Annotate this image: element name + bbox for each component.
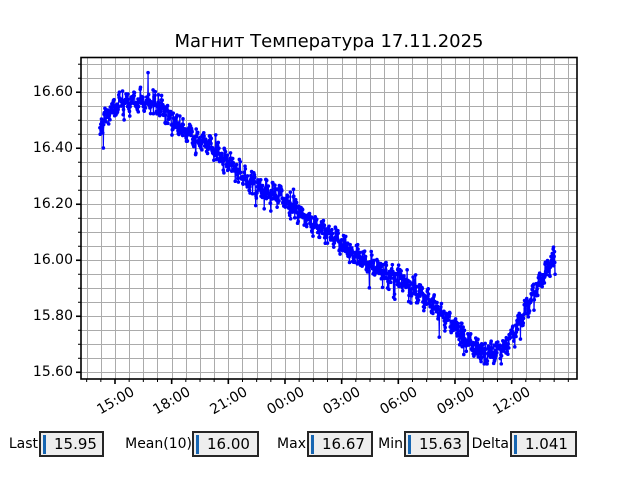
stat-entry-delta[interactable]: 1.041 xyxy=(510,431,577,457)
stat-value-min: 15.63 xyxy=(419,435,462,453)
text-cursor-icon xyxy=(196,434,199,454)
temperature-plot-canvas xyxy=(0,0,640,424)
text-cursor-icon xyxy=(514,434,517,454)
y-tick-label: 16.20 xyxy=(32,196,73,213)
stat-entry-min[interactable]: 15.63 xyxy=(404,431,469,457)
temperature-figure: Магнит Температура 17.11.2025 15.60 15.80… xyxy=(0,0,640,424)
text-cursor-icon xyxy=(311,434,314,454)
stat-value-mean: 16.00 xyxy=(207,435,250,453)
chart-title: Магнит Температура 17.11.2025 xyxy=(174,31,484,52)
stat-value-max: 16.67 xyxy=(322,435,365,453)
y-tick-label: 15.60 xyxy=(32,364,73,381)
stat-value-delta: 1.041 xyxy=(525,435,568,453)
y-tick-label: 16.60 xyxy=(32,84,73,101)
stat-entry-last[interactable]: 15.95 xyxy=(39,431,104,457)
y-tick-label: 16.00 xyxy=(32,252,73,269)
stat-label-max: Max xyxy=(277,436,306,452)
stat-label-min: Min xyxy=(378,436,403,452)
stat-entry-mean[interactable]: 16.00 xyxy=(192,431,259,457)
text-cursor-icon xyxy=(408,434,411,454)
stat-value-last: 15.95 xyxy=(54,435,97,453)
y-tick-label: 15.80 xyxy=(32,308,73,325)
text-cursor-icon xyxy=(43,434,46,454)
stat-label-delta: Delta xyxy=(471,436,509,452)
stat-label-mean: Mean(10) xyxy=(125,436,192,452)
y-tick-label: 16.40 xyxy=(32,140,73,157)
stat-entry-max[interactable]: 16.67 xyxy=(307,431,373,457)
stats-bar: Last 15.95 Mean(10) 16.00 Max 16.67 Min … xyxy=(0,424,640,480)
stat-label-last: Last xyxy=(8,436,38,452)
